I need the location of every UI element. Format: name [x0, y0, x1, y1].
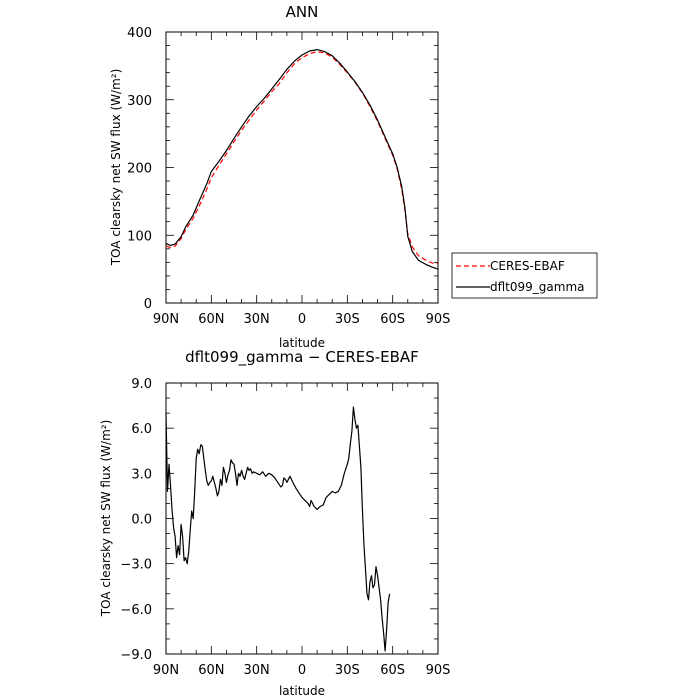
dflt099-gamma-series-line	[165, 48, 439, 270]
x-tick-label: 90N	[153, 312, 179, 327]
legend-box	[451, 252, 598, 299]
x-tick-label: 60N	[198, 663, 224, 678]
x-tick-label: 60S	[380, 663, 405, 678]
x-tick-label: 30S	[335, 663, 360, 678]
bottom-plot-frame	[165, 382, 439, 655]
x-tick-label: 90S	[426, 663, 451, 678]
bottom-y-axis-label: TOA clearsky net SW flux (W/m²)	[99, 420, 113, 618]
difference-series-line	[165, 406, 391, 652]
bottom-chart-title: dflt099_gamma − CERES-EBAF	[185, 348, 419, 367]
y-tick-label: 0.0	[131, 513, 152, 528]
top-x-axis-label: latitude	[279, 336, 325, 350]
x-tick-label: 60S	[380, 312, 405, 327]
top-panel: ANN 90N 60N 30N 0 30S 60S 90S 0 100 200 300 400 lat…	[109, 3, 598, 350]
legend-label-model: dflt099_gamma	[490, 280, 585, 294]
top-tick-marks: 90N 60N 30N 0 30S 60S 90S 0 100 200 300 400	[127, 26, 450, 327]
legend: CERES-EBAF dflt099_gamma	[451, 252, 598, 299]
bottom-panel: dflt099_gamma − CERES-EBAF 90N 60N 30N 0 30S…	[99, 348, 450, 698]
y-tick-label: 400	[127, 26, 152, 41]
bottom-series-lines	[165, 406, 391, 652]
y-tick-label: 200	[127, 162, 152, 177]
x-tick-label: 0	[298, 663, 306, 678]
x-tick-label: 30N	[244, 312, 270, 327]
x-tick-label: 90S	[426, 312, 451, 327]
y-tick-label: 3.0	[131, 467, 152, 482]
y-tick-label: 9.0	[131, 377, 152, 392]
legend-label-ceres: CERES-EBAF	[490, 259, 565, 273]
y-tick-label: 300	[127, 94, 152, 109]
y-tick-label: −3.0	[120, 558, 152, 573]
y-tick-label: 100	[127, 229, 152, 244]
y-tick-label: 6.0	[131, 422, 152, 437]
x-tick-label: 0	[298, 312, 306, 327]
bottom-x-axis-label: latitude	[279, 684, 325, 698]
x-tick-label: 60N	[198, 312, 224, 327]
ceres-ebaf-series-line	[165, 50, 439, 265]
x-tick-label: 90N	[153, 663, 179, 678]
y-tick-label: −9.0	[120, 648, 152, 663]
bottom-tick-marks: 90N 60N 30N 0 30S 60S 90S −9.0 −6.0 −3.0 0.0 3.0 6.0…	[120, 377, 450, 678]
y-tick-label: 0	[144, 297, 152, 312]
top-y-axis-label: TOA clearsky net SW flux (W/m²)	[109, 69, 123, 267]
x-tick-label: 30N	[244, 663, 270, 678]
y-tick-label: −6.0	[120, 603, 152, 618]
top-series-lines	[165, 48, 439, 270]
top-chart-title: ANN	[286, 3, 319, 21]
x-tick-label: 30S	[335, 312, 360, 327]
